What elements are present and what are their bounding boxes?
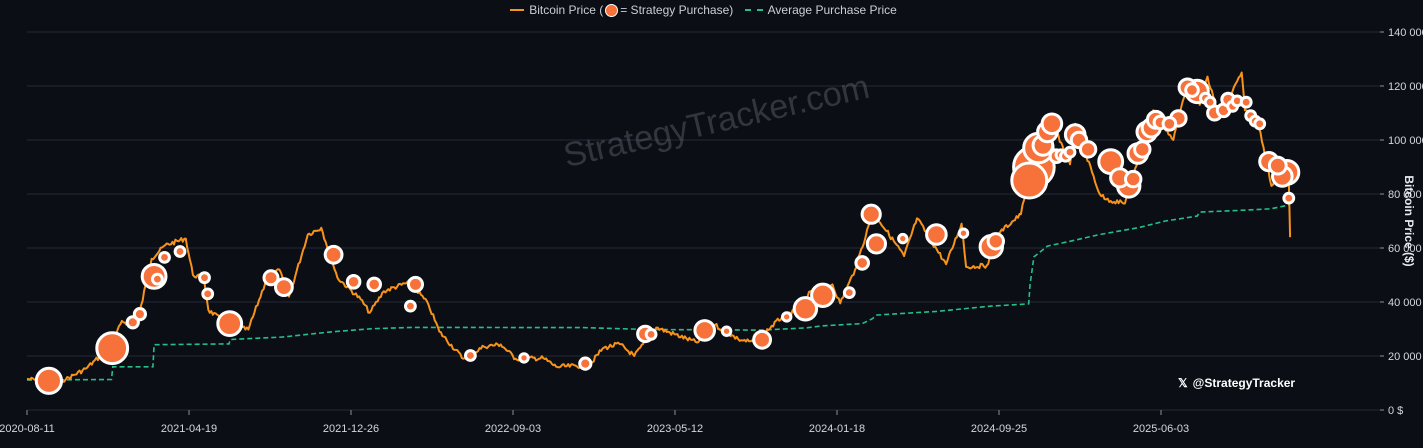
purchase-marker[interactable] bbox=[274, 277, 294, 298]
legend-item-average-price[interactable]: Average Purchase Price bbox=[744, 3, 897, 17]
legend-price-label: Bitcoin Price ( bbox=[529, 3, 604, 17]
purchase-marker[interactable] bbox=[1133, 140, 1152, 159]
purchase-marker[interactable] bbox=[158, 251, 171, 264]
legend-average-label: Average Purchase Price bbox=[767, 3, 897, 17]
purchase-marker[interactable] bbox=[1282, 191, 1296, 205]
purchase-marker[interactable] bbox=[781, 311, 793, 323]
purchase-marker[interactable] bbox=[151, 272, 164, 286]
legend: Bitcoin Price ( = Strategy Purchase) Ave… bbox=[0, 0, 1423, 17]
brand-handle[interactable]: 𝕏 @StrategyTracker bbox=[1178, 376, 1295, 390]
y-tick-label: 140 000 $ bbox=[1388, 27, 1423, 39]
purchase-marker[interactable] bbox=[1040, 112, 1064, 136]
legend-purchase-label: = Strategy Purchase) bbox=[620, 3, 734, 17]
purchase-marker[interactable] bbox=[366, 276, 383, 293]
average-purchase-price-series bbox=[26, 204, 1291, 381]
purchase-marker[interactable] bbox=[323, 244, 344, 265]
y-tick-label: 20 000 $ bbox=[1388, 351, 1423, 363]
x-tick-label: 2025-06-03 bbox=[1133, 423, 1189, 435]
purchase-marker[interactable] bbox=[95, 331, 130, 366]
purchase-marker[interactable] bbox=[1161, 116, 1178, 132]
purchase-marker[interactable] bbox=[407, 275, 424, 293]
purchase-marker[interactable] bbox=[1267, 155, 1288, 176]
average-line-swatch bbox=[744, 9, 763, 11]
x-tick-label: 2021-04-19 bbox=[161, 423, 217, 435]
purchase-marker[interactable] bbox=[132, 307, 147, 322]
purchase-marker[interactable] bbox=[865, 233, 888, 255]
purchase-marker[interactable] bbox=[518, 352, 530, 364]
purchase-marker[interactable] bbox=[198, 271, 211, 285]
purchase-marker[interactable] bbox=[173, 245, 187, 258]
axes: 0 $ 20 000 $ 40 000 $ 60 000 $ 80 000 $ 100 0… bbox=[0, 27, 1423, 435]
purchase-marker[interactable] bbox=[925, 223, 948, 246]
purchase-marker[interactable] bbox=[464, 349, 477, 362]
purchase-marker[interactable] bbox=[201, 287, 215, 301]
purchase-marker[interactable] bbox=[810, 282, 836, 308]
purchase-marker[interactable] bbox=[404, 299, 417, 313]
purchase-marker[interactable] bbox=[216, 310, 244, 338]
y-tick-label: 120 000 $ bbox=[1388, 81, 1423, 93]
purchase-marker[interactable] bbox=[693, 319, 717, 342]
y-tick-label: 80 000 $ bbox=[1388, 189, 1423, 201]
x-icon: 𝕏 bbox=[1178, 376, 1188, 390]
purchase-marker[interactable] bbox=[1203, 95, 1217, 109]
x-tick-label: 2024-01-18 bbox=[809, 423, 865, 435]
x-tick-label: 2021-12-26 bbox=[323, 423, 379, 435]
purchase-marker[interactable] bbox=[1184, 82, 1200, 98]
purchase-marker[interactable] bbox=[644, 328, 658, 341]
strategy-purchase-markers bbox=[34, 77, 1301, 395]
x-tick-label: 2023-05-12 bbox=[647, 423, 703, 435]
y-tick-label: 60 000 $ bbox=[1388, 243, 1423, 255]
y-tick-label: 0 $ bbox=[1388, 405, 1403, 417]
purchase-marker[interactable] bbox=[578, 356, 593, 371]
purchase-marker[interactable] bbox=[345, 274, 362, 290]
purchase-marker[interactable] bbox=[752, 329, 772, 350]
legend-item-bitcoin-price[interactable]: Bitcoin Price ( = Strategy Purchase) bbox=[510, 3, 733, 17]
purchase-marker[interactable] bbox=[1239, 95, 1253, 109]
purchase-marker[interactable] bbox=[986, 232, 1005, 251]
purchase-marker[interactable] bbox=[34, 366, 64, 395]
purchase-marker[interactable] bbox=[842, 286, 856, 300]
purchase-marker[interactable] bbox=[1063, 145, 1077, 159]
grid-lines bbox=[27, 31, 1380, 411]
x-tick-label: 2022-09-03 bbox=[485, 423, 541, 435]
purchase-marker[interactable] bbox=[854, 255, 871, 271]
y-axis-label: Bitcoin Price ($) bbox=[1402, 175, 1416, 266]
purchase-dot-icon bbox=[605, 3, 619, 17]
price-line-swatch bbox=[510, 9, 525, 11]
y-tick-label: 40 000 $ bbox=[1388, 297, 1423, 309]
purchase-marker[interactable] bbox=[1253, 117, 1267, 131]
purchase-marker[interactable] bbox=[897, 232, 909, 245]
purchase-marker[interactable] bbox=[1010, 161, 1049, 200]
purchase-marker[interactable] bbox=[262, 269, 280, 287]
brand-handle-label: @StrategyTracker bbox=[1192, 376, 1296, 390]
x-tick-label: 2024-09-25 bbox=[971, 423, 1027, 435]
purchase-marker[interactable] bbox=[957, 227, 970, 239]
average-price-line bbox=[26, 204, 1291, 381]
purchase-marker[interactable] bbox=[792, 296, 819, 322]
purchase-marker[interactable] bbox=[1124, 169, 1143, 189]
x-tick-label: 2020-08-11 bbox=[0, 423, 55, 435]
purchase-marker[interactable] bbox=[860, 203, 882, 225]
y-tick-label: 100 000 $ bbox=[1388, 135, 1423, 147]
purchase-marker[interactable] bbox=[1078, 140, 1098, 159]
purchase-marker[interactable] bbox=[720, 325, 733, 337]
